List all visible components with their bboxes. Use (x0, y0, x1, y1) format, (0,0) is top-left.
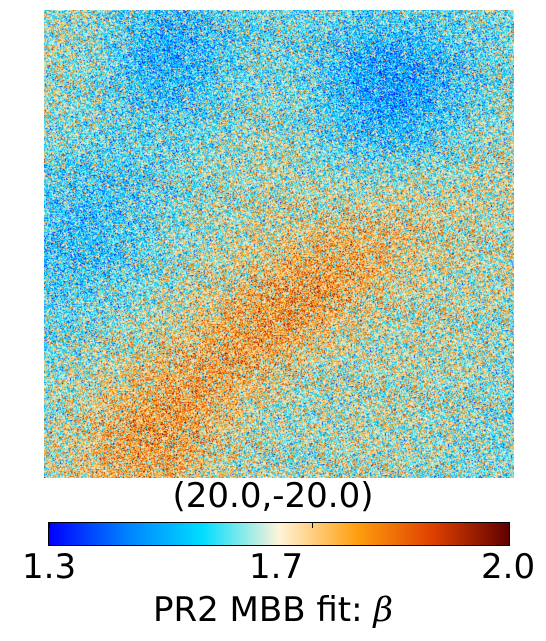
colorbar-label: PR2 MBB fit: β (0, 588, 546, 632)
colorbar-tick-label-max: 2.0 (481, 547, 536, 587)
colorbar-tick-mark (509, 523, 510, 528)
beta-heatmap (44, 10, 514, 478)
colorbar-tick-mark (311, 523, 313, 528)
map-title: (20.0,-20.0) (172, 476, 374, 516)
colorbar-tick-label-mid: 1.7 (249, 547, 304, 587)
colorbar-tick-mark (49, 523, 50, 528)
beta-symbol: β (373, 590, 394, 630)
colorbar (48, 522, 510, 546)
colorbar-tick-label-min: 1.3 (22, 547, 77, 587)
heatmap-canvas (44, 10, 514, 478)
colorbar-label-text: PR2 MBB fit: (152, 590, 374, 630)
